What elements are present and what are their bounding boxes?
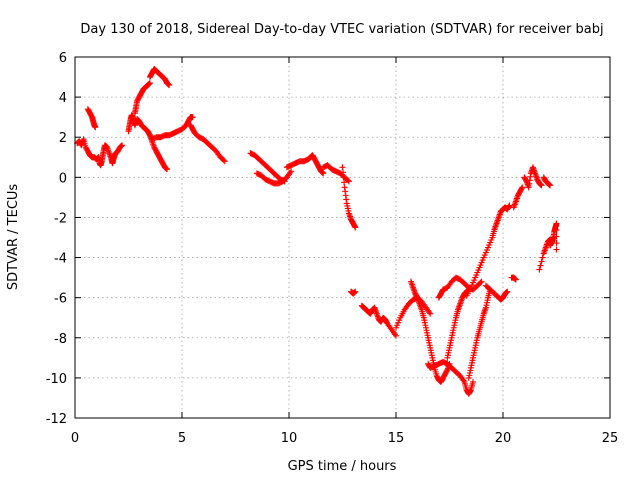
x-tick-label: 20 bbox=[495, 431, 512, 446]
data-point bbox=[553, 233, 560, 240]
data-point bbox=[504, 288, 511, 295]
data-point bbox=[478, 278, 485, 285]
data-point bbox=[220, 157, 227, 164]
data-point bbox=[477, 279, 484, 286]
data-point bbox=[519, 184, 526, 191]
data-point bbox=[320, 170, 327, 177]
x-tick-label: 0 bbox=[71, 431, 79, 446]
y-tick-label: -12 bbox=[46, 412, 67, 427]
x-tick-label: 10 bbox=[281, 431, 298, 446]
data-point bbox=[427, 310, 434, 317]
data-point bbox=[538, 182, 545, 189]
data-point bbox=[92, 124, 99, 131]
x-tick-label: 15 bbox=[388, 431, 405, 446]
data-point bbox=[164, 166, 171, 173]
data-point bbox=[166, 82, 173, 89]
data-point bbox=[547, 182, 554, 189]
data-point bbox=[288, 168, 295, 175]
data-point bbox=[189, 114, 196, 121]
data-point bbox=[339, 164, 346, 171]
data-point bbox=[345, 178, 352, 185]
data-point bbox=[341, 179, 348, 186]
data-point bbox=[538, 258, 545, 265]
data-point bbox=[221, 158, 228, 165]
data-point bbox=[470, 378, 477, 385]
plot-frame bbox=[74, 56, 611, 419]
data-point bbox=[119, 142, 126, 149]
data-point bbox=[512, 276, 519, 283]
data-point bbox=[393, 332, 399, 339]
grid bbox=[75, 57, 610, 418]
y-tick-label: -4 bbox=[54, 252, 67, 267]
data-point bbox=[340, 174, 347, 181]
y-tick-label: -2 bbox=[54, 211, 67, 226]
data-point bbox=[553, 220, 560, 227]
y-tick-label: 2 bbox=[59, 131, 67, 146]
data-point bbox=[553, 240, 560, 247]
data-point bbox=[340, 169, 347, 176]
data-point bbox=[146, 80, 153, 87]
x-tick-label: 5 bbox=[178, 431, 186, 446]
chart-title: Day 130 of 2018, Sidereal Day-to-day VTE… bbox=[80, 22, 603, 37]
y-tick-label: 6 bbox=[59, 51, 67, 66]
data-point bbox=[537, 262, 544, 269]
y-tick-label: -8 bbox=[54, 332, 67, 347]
data-point bbox=[352, 288, 359, 295]
data-point bbox=[539, 254, 546, 261]
x-axis-label: GPS time / hours bbox=[288, 459, 397, 474]
y-axis-label: SDTVAR / TECUs bbox=[6, 184, 21, 291]
data-point bbox=[553, 226, 560, 233]
y-tick-label: 4 bbox=[59, 91, 67, 106]
data-points bbox=[74, 66, 560, 397]
y-tick-label: -10 bbox=[46, 372, 67, 387]
data-point bbox=[553, 246, 560, 253]
data-point bbox=[344, 177, 351, 184]
y-tick-label: -6 bbox=[54, 292, 67, 307]
data-point bbox=[536, 266, 543, 273]
ticks: 0 5 10 15 20 25 -12 -10 -8 -6 -4 -2 0 2 4 6 bbox=[46, 51, 619, 446]
x-tick-label: 25 bbox=[602, 431, 619, 446]
y-tick-label: 0 bbox=[59, 171, 67, 186]
data-point bbox=[352, 224, 359, 231]
